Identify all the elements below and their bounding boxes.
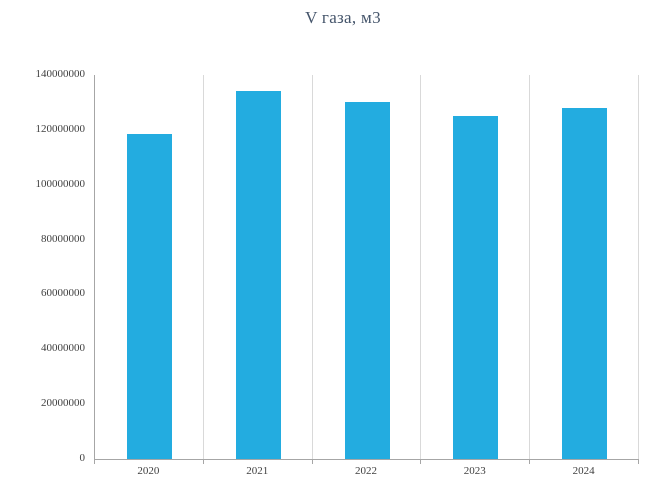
x-axis-label-2022: 2022	[354, 465, 377, 477]
bar-2021	[235, 91, 281, 459]
y-axis-tick-label: 120000000	[35, 122, 86, 135]
bar-2020	[126, 133, 172, 459]
x-axis-tick-mark	[94, 460, 95, 464]
plot-area	[94, 75, 639, 460]
y-axis-tick-label: 80000000	[41, 232, 85, 245]
x-axis-label-2021: 2021	[246, 465, 269, 477]
y-axis-tick-label: 60000000	[41, 287, 85, 300]
bar-2023	[453, 116, 499, 459]
x-axis-tick-mark	[311, 460, 313, 464]
vertical-gridline	[202, 75, 204, 459]
y-axis-tick-label: 100000000	[35, 177, 86, 190]
x-axis-tick-mark	[529, 460, 531, 464]
x-axis-tick-mark	[638, 460, 639, 464]
x-axis-label-2024: 2024	[572, 465, 595, 477]
x-axis-tick-mark	[420, 460, 422, 464]
vertical-gridline	[420, 75, 422, 459]
bar-2022	[344, 102, 390, 459]
vertical-gridline	[638, 75, 639, 459]
y-axis-tick-label: 140000000	[35, 68, 86, 80]
chart-title: V газа, м3	[305, 8, 381, 27]
y-axis-tick-label: 20000000	[41, 397, 85, 410]
vertical-gridline	[529, 75, 531, 459]
x-axis-label-2020: 2020	[137, 465, 160, 477]
x-axis-label-2023: 2023	[463, 465, 486, 477]
y-axis-tick-label: 40000000	[41, 342, 85, 355]
bar-2024	[562, 107, 608, 459]
x-axis-tick-mark	[202, 460, 204, 464]
y-axis-tick-label: 0	[79, 452, 86, 464]
vertical-gridline	[311, 75, 313, 459]
